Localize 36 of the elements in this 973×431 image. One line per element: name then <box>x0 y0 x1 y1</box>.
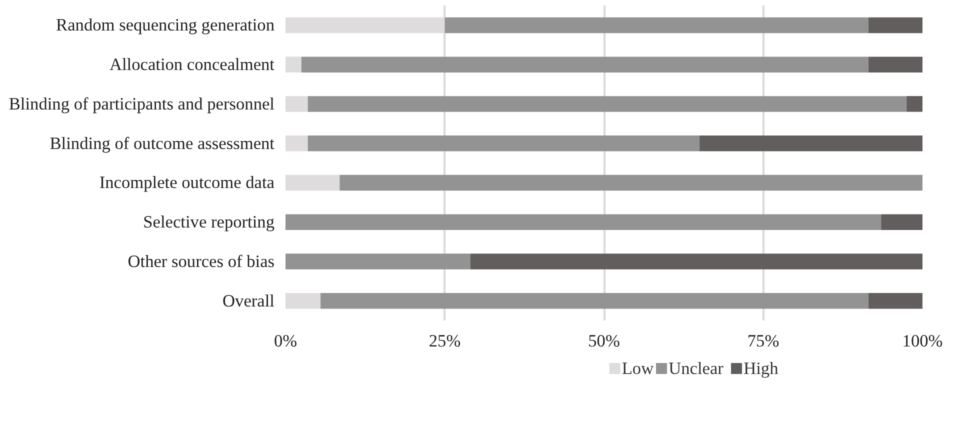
y-tick-label: Incomplete outcome data <box>99 173 275 192</box>
y-tick-label: Overall <box>222 291 275 310</box>
bar <box>308 135 700 152</box>
bar <box>286 292 321 309</box>
bar <box>470 254 922 270</box>
legend-label: Low <box>622 359 654 378</box>
bar <box>301 56 868 72</box>
bar <box>868 292 922 309</box>
bar <box>444 17 868 34</box>
bar <box>308 96 907 112</box>
legend-label: Unclear <box>668 359 724 378</box>
y-tick-label: Other sources of bias <box>128 252 275 271</box>
x-tick-label: 75% <box>747 332 780 350</box>
bar <box>286 96 308 112</box>
bar <box>286 254 470 270</box>
y-tick-label: Blinding of outcome assessment <box>50 134 275 153</box>
x-tick-label: 25% <box>428 332 461 350</box>
bar <box>286 174 340 191</box>
bar <box>286 214 882 230</box>
y-tick-label: Selective reporting <box>143 212 275 232</box>
bar <box>868 56 922 72</box>
x-tick-label: 0% <box>274 332 298 350</box>
bar <box>286 56 302 72</box>
bar <box>906 96 922 112</box>
bar <box>868 17 922 34</box>
bar <box>320 292 868 309</box>
bar <box>286 135 308 152</box>
x-tick-label: 50% <box>588 332 620 350</box>
bar <box>340 174 922 191</box>
y-tick-label: Allocation concealment <box>109 55 275 74</box>
x-tick-label: 100% <box>902 332 943 350</box>
y-tick-label: Random sequencing generation <box>56 16 275 35</box>
bar <box>700 135 922 152</box>
bar <box>881 214 922 230</box>
legend-label: High <box>744 359 779 378</box>
y-tick-label: Blinding of participants and personnel <box>8 94 275 114</box>
